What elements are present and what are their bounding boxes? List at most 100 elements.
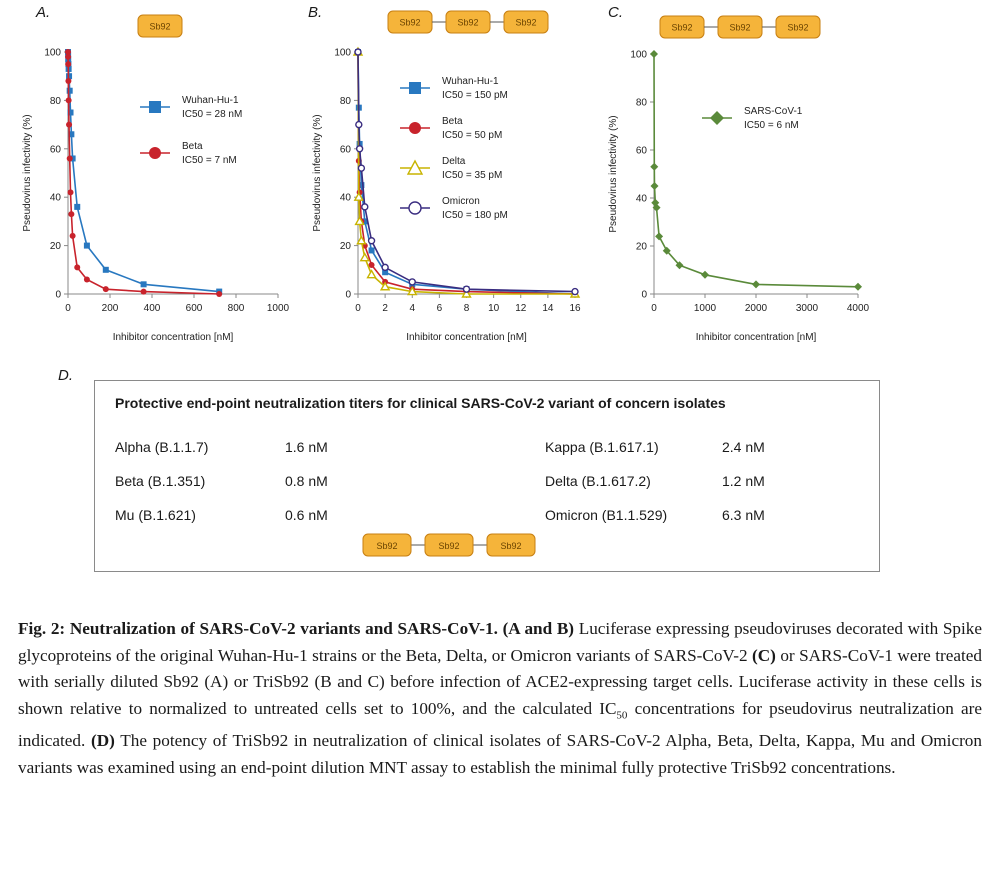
data-point bbox=[356, 235, 367, 245]
y-tick-label: 40 bbox=[636, 194, 648, 205]
y-tick-label: 80 bbox=[636, 98, 648, 109]
data-point bbox=[752, 280, 760, 289]
data-point bbox=[650, 162, 659, 171]
data-point bbox=[358, 182, 365, 189]
data-point bbox=[407, 286, 418, 296]
nanobody-box bbox=[486, 533, 536, 557]
y-tick-label: 20 bbox=[636, 242, 648, 253]
x-tick-label: 14 bbox=[542, 303, 554, 314]
data-point bbox=[354, 215, 365, 226]
data-point bbox=[353, 191, 365, 201]
x-tick-label: 600 bbox=[186, 303, 203, 314]
table-variant: Mu (B.1.621) bbox=[115, 507, 196, 523]
data-point bbox=[140, 281, 147, 288]
legend-ic50: IC50 = 180 pM bbox=[442, 210, 508, 221]
nanobody-label: Sb92 bbox=[787, 23, 808, 33]
legend-marker bbox=[409, 122, 421, 134]
y-axis-label: Pseudovirus infectivity (%) bbox=[312, 114, 323, 231]
x-tick-label: 0 bbox=[651, 303, 657, 314]
series-sars-cov-1 bbox=[650, 50, 862, 291]
y-tick-label: 60 bbox=[636, 146, 648, 157]
data-point bbox=[366, 269, 377, 279]
nanobody-label: Sb92 bbox=[376, 541, 397, 551]
data-point bbox=[102, 266, 109, 273]
data-point bbox=[216, 291, 223, 297]
x-tick-label: 1000 bbox=[267, 303, 290, 314]
y-tick-label: 20 bbox=[340, 241, 352, 252]
table-value: 1.6 nM bbox=[285, 439, 328, 455]
x-tick-label: 3000 bbox=[796, 303, 819, 314]
legend-ic50: IC50 = 6 nM bbox=[744, 120, 799, 131]
y-tick-label: 0 bbox=[55, 290, 61, 301]
y-tick-label: 60 bbox=[50, 144, 62, 155]
data-point bbox=[462, 285, 471, 293]
nanobody-label: Sb92 bbox=[438, 541, 459, 551]
legend-label: Beta bbox=[182, 141, 203, 152]
series-omicron bbox=[354, 48, 579, 296]
nanobody-label: Sb92 bbox=[671, 23, 692, 33]
legend-marker bbox=[409, 82, 421, 94]
data-point bbox=[66, 155, 73, 162]
y-tick-label: 0 bbox=[641, 290, 647, 301]
data-point bbox=[66, 87, 73, 94]
x-tick-label: 200 bbox=[102, 303, 119, 314]
data-point bbox=[65, 49, 71, 55]
data-point bbox=[355, 120, 363, 129]
data-point bbox=[68, 211, 75, 218]
caption-subscript: 50 bbox=[616, 708, 628, 721]
table-variant: Omicron (B1.1.529) bbox=[545, 507, 668, 523]
table-value: 2.4 nM bbox=[722, 439, 765, 455]
titer-table: Protective end-point neutralization tite… bbox=[94, 380, 880, 572]
nanobody-label: Sb92 bbox=[500, 541, 521, 551]
data-point bbox=[367, 237, 376, 245]
panel-c-letter: C. bbox=[608, 4, 623, 21]
table-variant: Beta (B.1.351) bbox=[115, 473, 206, 489]
legend-entry: Delta IC50 = 35 pM bbox=[400, 156, 502, 181]
data-point bbox=[67, 189, 74, 196]
data-point bbox=[355, 145, 364, 153]
y-tick-label: 100 bbox=[334, 48, 351, 59]
y-axis-label: Pseudovirus infectivity (%) bbox=[608, 115, 619, 232]
data-point bbox=[83, 242, 90, 249]
x-tick-label: 2000 bbox=[745, 303, 768, 314]
series-line bbox=[653, 53, 859, 288]
chart-b-nanobody-diagram: Sb92 Sb92 Sb92 bbox=[387, 10, 549, 34]
table-value: 0.6 nM bbox=[285, 507, 328, 523]
nanobody-label: Sb92 bbox=[457, 18, 478, 28]
data-point bbox=[408, 278, 416, 286]
y-tick-label: 0 bbox=[345, 290, 351, 301]
nanobody-label: Sb92 bbox=[515, 18, 536, 28]
data-point bbox=[359, 252, 370, 262]
data-point bbox=[65, 78, 72, 85]
data-point bbox=[102, 286, 109, 293]
x-tick-label: 6 bbox=[437, 303, 443, 314]
x-tick-label: 4 bbox=[409, 303, 415, 314]
data-point bbox=[354, 48, 362, 56]
data-point bbox=[368, 261, 375, 268]
data-point bbox=[655, 232, 664, 241]
x-axis-label: Inhibitor concentration [nM] bbox=[696, 332, 817, 343]
data-point bbox=[65, 61, 72, 68]
chart-c-nanobody-diagram: Sb92 Sb92 Sb92 bbox=[659, 15, 821, 39]
legend-ic50: IC50 = 50 pM bbox=[442, 130, 502, 141]
legend-marker bbox=[406, 159, 424, 175]
nanobody-box bbox=[503, 10, 549, 34]
series-line bbox=[357, 51, 575, 295]
data-point bbox=[461, 288, 472, 298]
caption-bold-c: (C) bbox=[752, 645, 776, 665]
x-tick-label: 0 bbox=[65, 303, 71, 314]
table-value: 1.2 nM bbox=[722, 473, 765, 489]
data-point bbox=[361, 218, 368, 225]
x-tick-label: 10 bbox=[488, 303, 500, 314]
legend-ic50: IC50 = 7 nM bbox=[182, 155, 237, 166]
data-point bbox=[382, 269, 389, 276]
caption-bold-lead: Fig. 2: Neutralization of SARS-CoV-2 var… bbox=[18, 619, 575, 638]
data-point bbox=[83, 276, 90, 283]
legend-label: Omicron bbox=[442, 196, 480, 207]
legend-label: Wuhan-Hu-1 bbox=[182, 95, 239, 106]
y-tick-label: 100 bbox=[630, 50, 647, 61]
series-wuhan-hu-1 bbox=[65, 49, 223, 295]
data-point bbox=[571, 287, 579, 296]
table-value: 0.8 nM bbox=[285, 473, 328, 489]
table-variant: Alpha (B.1.1.7) bbox=[115, 439, 209, 455]
